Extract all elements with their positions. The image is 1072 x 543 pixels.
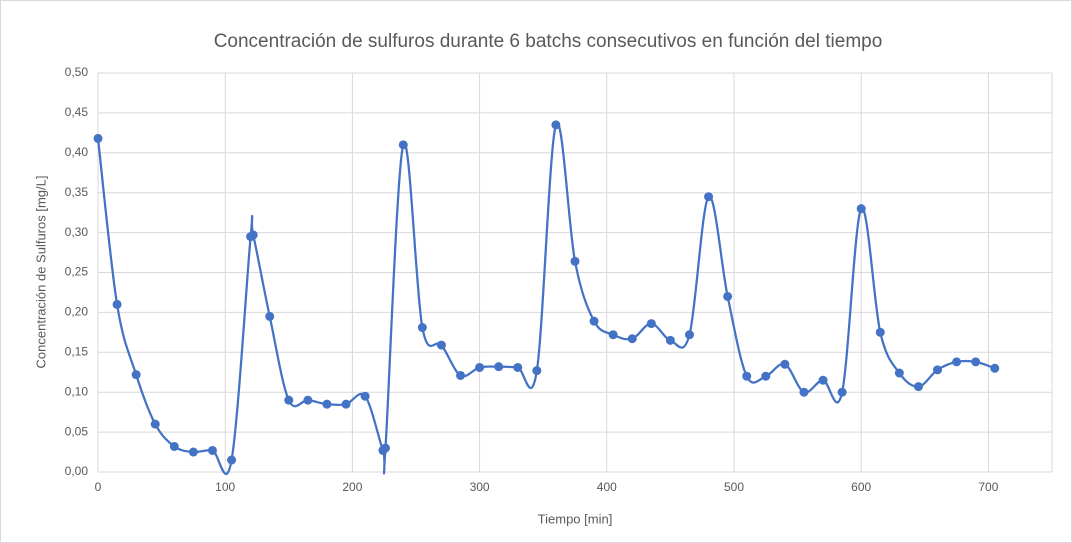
data-point — [93, 133, 103, 143]
data-point — [341, 399, 351, 409]
data-point — [704, 192, 714, 202]
data-point — [131, 370, 141, 380]
data-point — [227, 455, 237, 465]
data-point — [818, 375, 828, 385]
data-point — [856, 204, 866, 214]
data-point — [380, 443, 390, 453]
data-point — [780, 359, 790, 369]
data-point — [112, 299, 122, 309]
data-point — [188, 447, 198, 457]
data-point — [894, 368, 904, 378]
data-point — [532, 366, 542, 376]
data-point — [971, 357, 981, 367]
data-point — [475, 362, 485, 372]
data-point — [799, 387, 809, 397]
y-tick-label: 0,45 — [65, 105, 89, 119]
data-point — [436, 340, 446, 350]
y-tick-label: 0,30 — [65, 225, 89, 239]
data-point — [551, 120, 561, 130]
data-point — [990, 363, 1000, 373]
y-tick-label: 0,35 — [65, 185, 89, 199]
chart-title: Concentración de sulfuros durante 6 batc… — [214, 31, 883, 52]
data-point — [322, 399, 332, 409]
data-point — [169, 441, 179, 451]
y-tick-label: 0,20 — [65, 305, 89, 319]
data-point — [684, 330, 694, 340]
x-tick-label: 300 — [470, 480, 490, 494]
x-tick-label: 400 — [597, 480, 617, 494]
data-point — [248, 230, 258, 240]
data-point — [952, 357, 962, 367]
x-tick-label: 100 — [215, 480, 235, 494]
y-tick-label: 0,05 — [65, 424, 89, 438]
y-tick-label: 0,40 — [65, 145, 89, 159]
data-point — [723, 291, 733, 301]
data-point — [284, 395, 294, 405]
x-tick-label: 200 — [342, 480, 362, 494]
data-point — [913, 382, 923, 392]
data-point — [570, 256, 580, 266]
data-point — [608, 330, 618, 340]
data-point — [398, 140, 408, 150]
data-point — [646, 319, 656, 329]
data-point — [665, 335, 675, 345]
y-tick-label: 0,10 — [65, 384, 89, 398]
data-point — [150, 419, 160, 429]
x-axis-label: Tiempo [min] — [538, 511, 613, 526]
data-point — [360, 391, 370, 401]
x-tick-label: 700 — [978, 480, 998, 494]
data-point — [207, 445, 217, 455]
data-point — [303, 395, 313, 405]
data-point — [265, 311, 275, 321]
data-point — [742, 371, 752, 381]
y-axis-label: Concentración de Sulfuros [mg/L] — [33, 176, 48, 369]
data-point — [933, 365, 943, 375]
data-point — [456, 370, 466, 380]
x-tick-label: 600 — [851, 480, 871, 494]
data-point — [417, 323, 427, 333]
y-tick-label: 0,00 — [65, 464, 89, 478]
data-point — [761, 371, 771, 381]
y-tick-label: 0,15 — [65, 344, 89, 358]
data-point — [513, 362, 523, 372]
data-point — [875, 327, 885, 337]
y-tick-label: 0,25 — [65, 265, 89, 279]
x-tick-label: 500 — [724, 480, 744, 494]
x-tick-label: 0 — [95, 480, 102, 494]
y-tick-label: 0,50 — [65, 65, 89, 79]
data-point — [589, 316, 599, 326]
data-point — [627, 334, 637, 344]
data-point — [837, 387, 847, 397]
data-point — [494, 362, 504, 372]
